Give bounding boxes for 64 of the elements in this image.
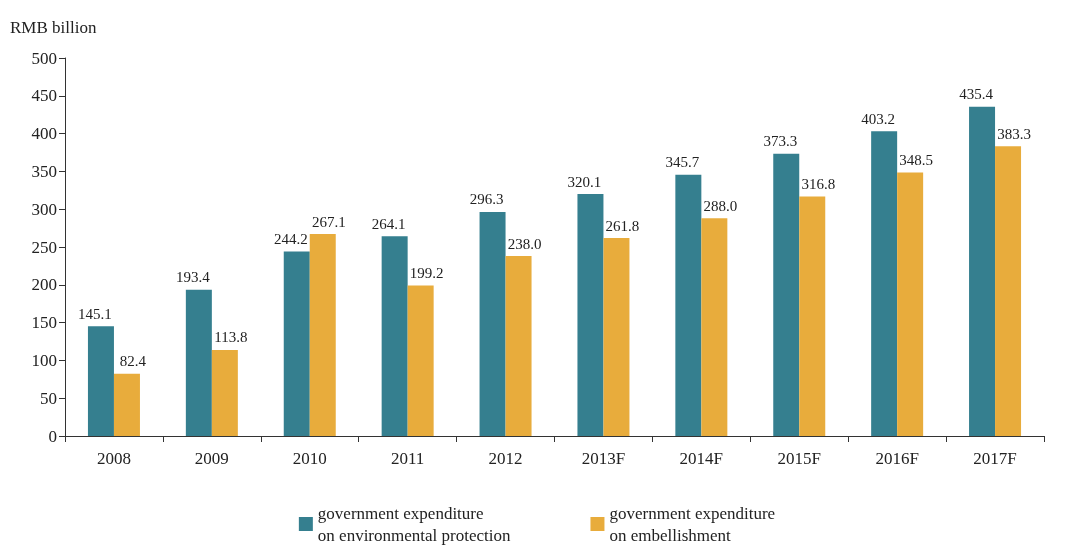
x-tick-label: 2008	[96, 449, 131, 468]
y-tick-label: 100	[31, 350, 57, 370]
bar	[211, 349, 238, 436]
x-tick-label: 2013F	[581, 449, 626, 468]
y-tick-label: 300	[31, 199, 57, 219]
bar	[799, 196, 826, 436]
data-label: 145.1	[78, 305, 112, 322]
bar	[871, 131, 898, 436]
data-label: 264.1	[371, 215, 406, 232]
data-label: 348.5	[899, 152, 934, 169]
bar	[479, 212, 506, 436]
data-label: 320.1	[567, 173, 602, 190]
bar	[897, 172, 924, 436]
bar	[995, 146, 1022, 436]
y-tick-label: 350	[31, 161, 57, 181]
x-tick-label: 2016F	[875, 449, 919, 468]
bar	[773, 153, 800, 436]
data-label: 296.3	[469, 191, 504, 208]
bar	[701, 218, 728, 436]
data-label: 238.0	[507, 235, 542, 252]
y-tick-label: 400	[31, 124, 57, 144]
y-tick-label: 0	[48, 426, 57, 446]
data-label: 267.1	[311, 213, 346, 230]
data-label: 82.4	[119, 353, 147, 370]
bar	[407, 285, 434, 436]
bar	[969, 106, 996, 436]
data-label: 193.4	[175, 269, 211, 286]
bar	[185, 289, 212, 436]
y-axis-title: RMB billion	[10, 18, 97, 37]
bar	[603, 238, 630, 436]
x-tick-label: 2009	[194, 449, 229, 468]
y-tick-label: 200	[31, 275, 57, 295]
x-tick-label: 2012	[488, 449, 523, 468]
x-tick-label: 2014F	[679, 449, 724, 468]
data-label: 261.8	[605, 217, 640, 234]
bar	[87, 326, 114, 436]
data-label: 383.3	[997, 125, 1031, 142]
data-label: 403.2	[861, 110, 896, 127]
data-label: 244.2	[273, 230, 308, 247]
data-label: 199.2	[409, 264, 444, 281]
x-tick-label: 2015F	[777, 449, 821, 468]
y-tick-label: 150	[31, 313, 57, 333]
bar	[309, 234, 336, 436]
bar	[113, 373, 140, 436]
y-tick-label: 50	[40, 388, 57, 408]
bar	[381, 236, 408, 436]
x-tick-label: 2017F	[973, 449, 1017, 468]
legend-label: government expenditure on embellishment	[609, 503, 776, 545]
data-label: 113.8	[214, 329, 248, 346]
legend-label: government expenditure on environmental protection	[317, 503, 511, 545]
data-label: 288.0	[703, 197, 738, 214]
data-label: 373.3	[763, 133, 798, 150]
x-tick-label: 2011	[390, 449, 425, 468]
bar	[283, 251, 310, 436]
y-tick-label: 250	[31, 237, 57, 257]
bar	[675, 174, 702, 436]
data-label: 345.7	[665, 154, 700, 171]
data-label: 435.4	[959, 86, 994, 103]
bar	[577, 194, 604, 436]
data-label: 316.8	[801, 176, 836, 192]
bar	[505, 256, 532, 436]
x-tick-label: 2010	[292, 449, 327, 468]
y-tick-label: 450	[31, 86, 57, 106]
y-tick-label: 500	[31, 48, 57, 68]
